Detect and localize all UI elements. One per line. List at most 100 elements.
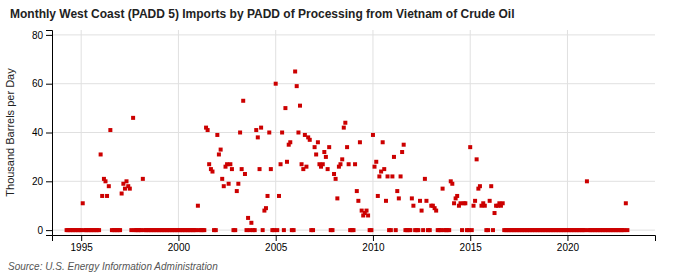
- point: [450, 182, 454, 186]
- point: [326, 167, 330, 171]
- grid-line: [52, 132, 655, 133]
- point: [463, 201, 467, 205]
- grid-line: [372, 30, 373, 235]
- point: [131, 116, 135, 120]
- point: [390, 174, 394, 178]
- point: [324, 155, 328, 159]
- point: [275, 228, 279, 232]
- point: [277, 194, 281, 198]
- point: [311, 228, 315, 232]
- tick-mark: [46, 230, 52, 231]
- tick: 20: [32, 176, 52, 187]
- point: [374, 160, 378, 164]
- grid-line: [178, 30, 179, 235]
- point: [254, 128, 258, 132]
- point: [293, 69, 297, 73]
- tick: 0: [37, 225, 52, 236]
- tick-label: 2010: [362, 242, 385, 253]
- tick: 2015: [460, 235, 483, 253]
- point: [402, 143, 406, 147]
- point: [210, 170, 214, 174]
- grid-line: [52, 181, 655, 182]
- tick-label: 60: [32, 78, 44, 89]
- point: [322, 150, 326, 154]
- tick-mark: [46, 84, 52, 85]
- point: [452, 201, 456, 205]
- point: [371, 133, 375, 137]
- point: [335, 196, 339, 200]
- tick-mark: [46, 181, 52, 182]
- point: [100, 194, 104, 198]
- point: [423, 177, 427, 181]
- point: [207, 162, 211, 166]
- point: [219, 148, 223, 152]
- tick-mark: [373, 235, 374, 241]
- tick: 2000: [168, 235, 191, 253]
- y-axis: 0 20 40 60 80: [32, 30, 53, 236]
- point: [227, 182, 231, 186]
- tick-label: 2015: [460, 242, 483, 253]
- tick-label: 2000: [168, 242, 191, 253]
- point: [222, 184, 226, 188]
- tick: 80: [32, 30, 52, 41]
- point: [392, 155, 396, 159]
- point: [220, 177, 224, 181]
- points: [65, 69, 630, 232]
- point: [460, 228, 464, 232]
- point: [342, 126, 346, 130]
- point: [280, 131, 284, 135]
- point: [330, 228, 334, 232]
- point: [411, 204, 415, 208]
- tick: 2020: [557, 235, 580, 253]
- point: [493, 211, 497, 215]
- point: [420, 209, 424, 213]
- annotation: Source: U.S. Energy Information Administ…: [8, 261, 218, 272]
- point: [214, 228, 218, 232]
- point: [394, 228, 398, 232]
- tick-mark: [46, 133, 52, 134]
- point: [369, 228, 373, 232]
- tick-mark: [470, 235, 471, 241]
- point: [356, 199, 360, 203]
- tick: 2005: [265, 235, 288, 253]
- point: [434, 209, 438, 213]
- point: [386, 174, 390, 178]
- grid-line: [275, 30, 276, 235]
- point: [256, 135, 260, 139]
- point: [141, 177, 145, 181]
- title: Monthly West Coast (PADD 5) Imports by P…: [10, 7, 515, 21]
- point: [501, 201, 505, 205]
- point: [124, 179, 128, 183]
- tick: 40: [32, 127, 52, 138]
- point: [249, 221, 253, 225]
- point: [206, 128, 210, 132]
- point: [279, 162, 283, 166]
- point: [338, 162, 342, 166]
- tick-label: 0: [37, 225, 43, 236]
- point: [486, 228, 490, 232]
- point: [321, 162, 325, 166]
- point: [365, 209, 369, 213]
- tick-label: 80: [32, 30, 44, 41]
- point: [292, 228, 296, 232]
- point: [332, 172, 336, 176]
- point: [283, 106, 287, 110]
- point: [258, 167, 262, 171]
- point: [304, 165, 308, 169]
- point: [382, 167, 386, 171]
- point: [347, 162, 351, 166]
- point: [408, 228, 412, 232]
- y-axis-title: Thousand Barrels per Day: [4, 68, 16, 197]
- tick-label: 2020: [557, 242, 580, 253]
- point: [107, 184, 111, 188]
- tick: 1995: [71, 235, 94, 253]
- point: [99, 152, 103, 156]
- point: [269, 167, 273, 171]
- point: [397, 196, 401, 200]
- point: [410, 196, 414, 200]
- axis-line: [46, 31, 53, 236]
- point: [120, 192, 124, 196]
- point: [488, 199, 492, 203]
- point: [316, 140, 320, 144]
- point: [355, 189, 359, 193]
